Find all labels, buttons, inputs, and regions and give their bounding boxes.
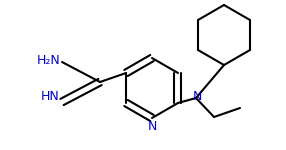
Text: H₂N: H₂N [36,54,60,68]
Text: HN: HN [41,90,60,103]
Text: N: N [192,90,202,104]
Text: N: N [147,120,157,133]
